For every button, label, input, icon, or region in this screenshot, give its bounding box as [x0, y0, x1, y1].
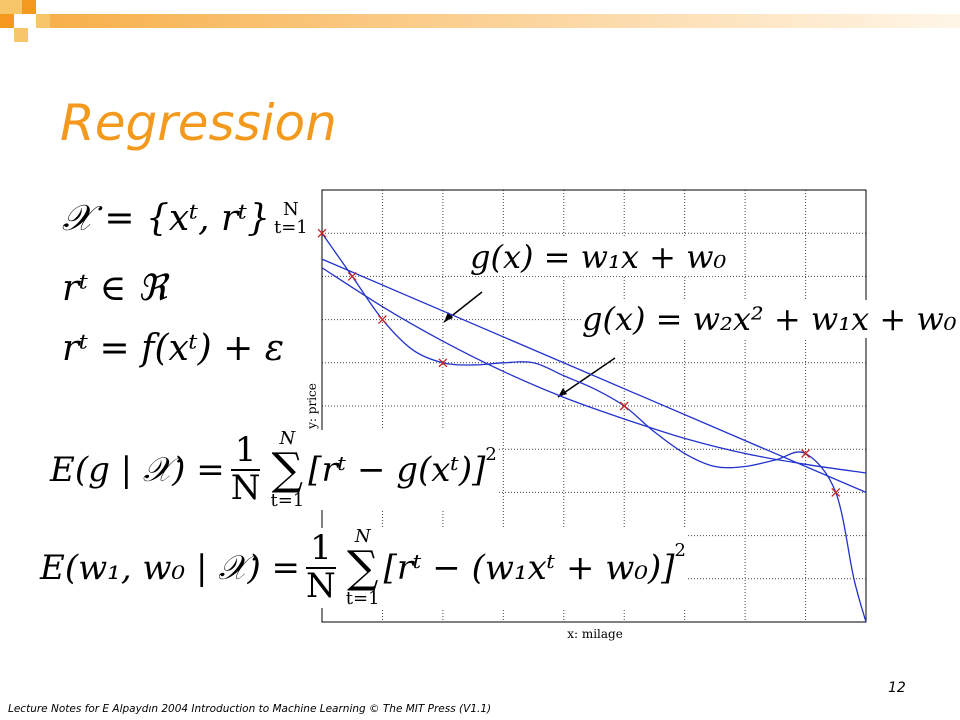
- formula-den: N: [230, 468, 261, 508]
- formula: rᵗ ∈ ℜ: [62, 268, 167, 309]
- arrow-head: [558, 388, 567, 397]
- annotation: g(x) = w₁x + w₀: [470, 238, 727, 276]
- formula-den: N: [306, 566, 336, 606]
- formula-text: [rᵗ − g(xᵗ)]: [308, 450, 486, 490]
- formula-text: E(w₁, w₀ | 𝒳) =: [40, 548, 301, 588]
- data-point: [317, 228, 327, 238]
- formula-text: [rᵗ − (w₁xᵗ + w₀)]: [383, 548, 675, 588]
- formula-sum-bottom: t=1: [345, 588, 380, 609]
- formula: rᵗ = f(xᵗ) + ε: [62, 328, 285, 369]
- x-axis-label: x: milage: [567, 627, 623, 641]
- data-point: [438, 358, 448, 368]
- page-number: 12: [888, 680, 906, 696]
- formula-sum-top: N: [279, 428, 296, 449]
- decor: [0, 0, 22, 14]
- formula-power: 2: [674, 540, 686, 561]
- decor: [36, 14, 50, 28]
- arrow-head: [444, 312, 453, 322]
- formula-num: 1: [230, 433, 261, 471]
- formula-sum-bottom: t=1: [270, 490, 305, 511]
- fit-curve: [321, 258, 867, 493]
- formula-sum-top: N: [354, 526, 371, 547]
- decor: [22, 0, 36, 14]
- data-point: [801, 449, 811, 458]
- formula-sum: ∑: [271, 444, 304, 495]
- formula-text: E(g | 𝒳) =: [50, 450, 225, 490]
- data-point: [831, 487, 841, 497]
- data-point: [619, 401, 629, 411]
- data-point: [347, 271, 357, 281]
- data-point: [377, 315, 387, 325]
- slide-title: Regression: [60, 94, 337, 152]
- formula-num: 1: [306, 531, 336, 569]
- formula-text: 𝒳 = {xᵗ, rᵗ}: [62, 198, 270, 239]
- plot-frame: [321, 189, 867, 623]
- decor: [0, 14, 14, 28]
- fit-curve: [321, 267, 867, 474]
- footer-note: Lecture Notes for E Alpaydın 2004 Introd…: [8, 703, 491, 715]
- formula-sup: N: [283, 199, 299, 220]
- decor-bar: [50, 14, 960, 28]
- y-axis-label: y: price: [305, 383, 319, 430]
- formula-sub: t=1: [273, 217, 308, 238]
- decor: [14, 28, 28, 42]
- annotation: g(x) = w₂x² + w₁x + w₀: [582, 300, 957, 338]
- arrow: [557, 357, 616, 398]
- formula-power: 2: [485, 444, 497, 465]
- formula-sum: ∑: [346, 542, 379, 593]
